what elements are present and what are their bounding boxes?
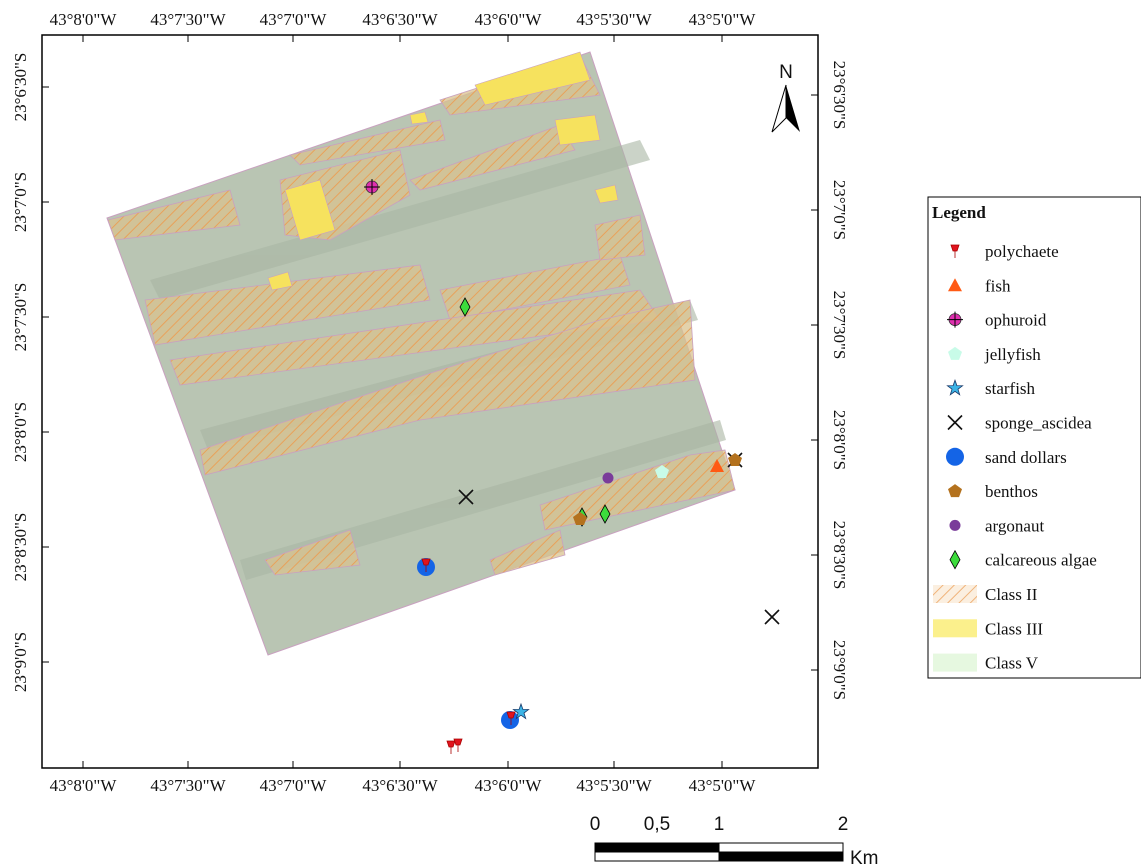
scale-label: 2 [838,814,849,835]
starfish-symbol [946,378,964,396]
north-arrow: N [771,62,800,133]
right-coord-label: 23°7'0"S [830,180,849,240]
legend-item-label: polychaete [985,242,1059,261]
bottom-coord-label: 43°5'0"W [689,776,757,795]
scale-label: 0 [590,814,601,835]
benthos-symbol [728,453,742,466]
survey-points [364,179,780,754]
legend-item-label: starfish [985,379,1036,398]
scale-bar [594,842,844,862]
legend-item-label: fish [985,276,1011,295]
top-coord-label: 43°7'30"W [150,10,226,29]
bottom-coord-label: 43°7'30"W [150,776,226,795]
polychaete-symbol [421,558,431,572]
argonaut-symbol [602,472,614,484]
jellyfish-symbol [948,346,962,360]
left-coord-label: 23°8'0"S [11,402,30,462]
top-coord-label: 43°7'0"W [260,10,328,29]
ophuroid-cross [947,311,963,328]
top-coord-label: 43°5'0"W [689,10,757,29]
starfish-symbol [512,702,530,720]
legend-item-label: argonaut [985,516,1044,535]
left-coord-label: 23°7'30"S [11,283,30,352]
scale-label: 1 [714,814,725,835]
algae-symbol [599,504,611,524]
jellyfish-symbol [655,465,669,478]
sand-dollar-symbol [946,447,964,466]
left-coord-label: 23°8'30"S [11,513,30,582]
legend-item-label: ophuroid [985,311,1047,330]
top-coord-label: 43°6'30"W [362,10,438,29]
argonaut-symbol [949,519,961,531]
left-coord-label: 23°7'0"S [11,172,30,232]
right-coord-label: 23°6'30"S [830,61,849,130]
bottom-coord-label: 43°6'30"W [362,776,438,795]
scale-label: 0,5 [644,814,670,835]
left-coord-label: 23°9'0"S [11,632,30,692]
sponge-symbol [764,609,780,625]
bottom-coord-label: 43°5'30"W [576,776,652,795]
class-v-swatch [933,653,977,672]
polychaete-symbol [446,740,456,754]
algae-symbol [949,549,961,570]
bottom-coord-label: 43°8'0"W [50,776,118,795]
benthos-symbol [948,484,962,498]
benthos-symbol [573,512,587,525]
legend-item-label: jellyfish [984,345,1041,364]
top-coord-label: 43°5'30"W [576,10,652,29]
right-coord-label: 23°9'0"S [830,640,849,700]
right-coord-label: 23°8'0"S [830,410,849,470]
scale-unit: Km [850,848,879,865]
polychaete-symbol [506,711,516,725]
fish-symbol [948,278,962,292]
legend-item-label: sponge_ascidea [985,414,1092,433]
legend-item-label: Class II [985,585,1038,604]
sponge-symbol [458,489,474,505]
class-ii-swatch [933,585,977,603]
bottom-coord-label: 43°7'0"W [260,776,328,795]
legend-item-label: Class V [985,654,1039,673]
mosaic [106,51,736,656]
legend-title: Legend [932,203,986,222]
fish-symbol [710,459,724,472]
north-label: N [779,62,793,83]
legend-item-label: benthos [985,482,1038,501]
top-coord-label: 43°6'0"W [475,10,543,29]
bottom-coord-label: 43°6'0"W [475,776,543,795]
sand-dollar-symbol [501,711,519,729]
legend-item-label: calcareous algae [985,551,1097,570]
class-iii-swatch [933,619,977,638]
sponge-symbol [947,414,963,431]
legend-item-label: sand dollars [985,448,1067,467]
top-coord-label: 43°8'0"W [50,10,118,29]
legend-box [927,196,1141,679]
ophuroid-cross [364,179,380,195]
left-coord-label: 23°6'30"S [11,53,30,122]
algae-symbol [459,297,471,317]
right-coord-label: 23°8'30"S [830,521,849,590]
polychaete-symbol [950,244,960,258]
legend-item-label: Class III [985,619,1043,638]
right-coord-label: 23°7'30"S [830,291,849,360]
polychaete-symbol [453,738,463,752]
